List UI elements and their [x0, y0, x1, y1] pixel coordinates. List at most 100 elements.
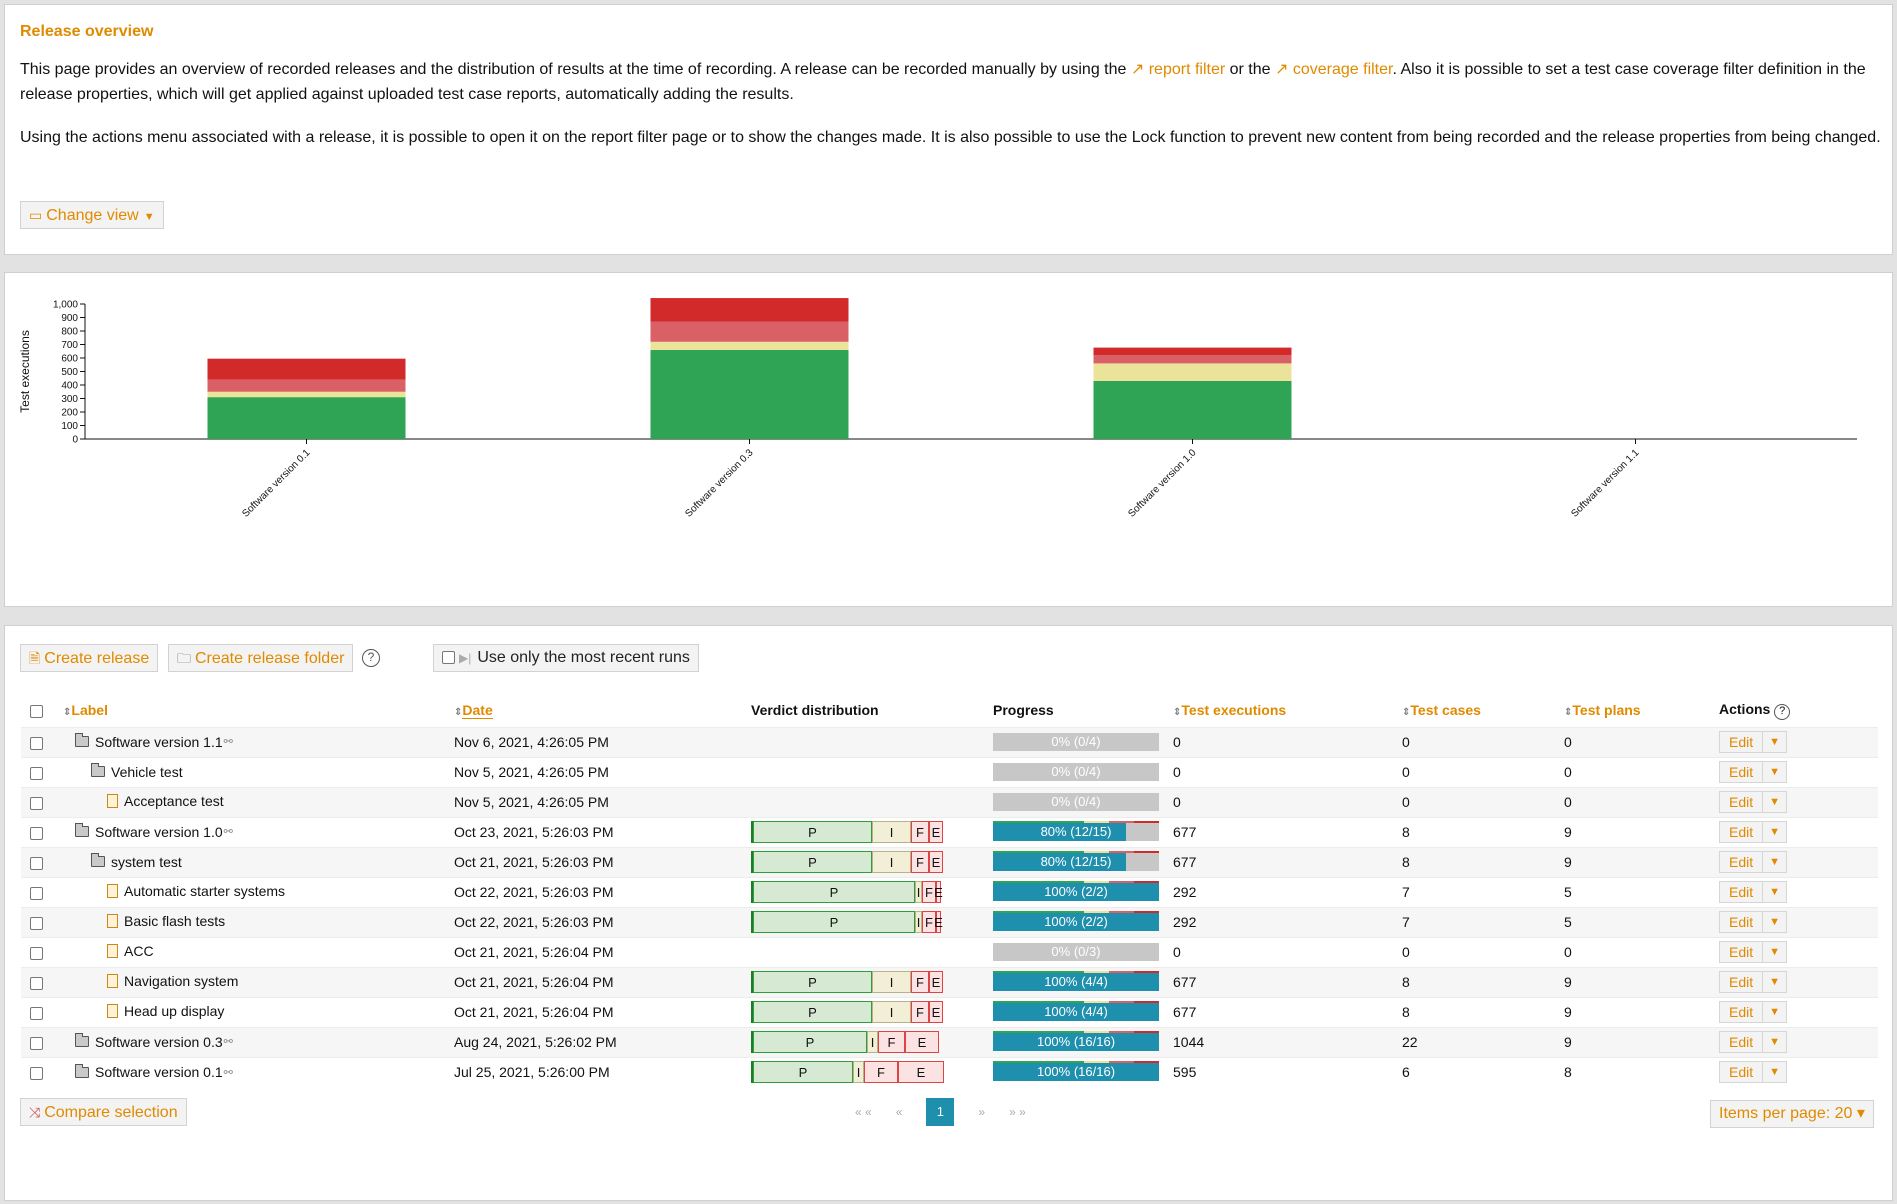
row-checkbox[interactable] — [30, 736, 43, 750]
cases-header[interactable]: ⇕Test cases — [1402, 694, 1564, 727]
executions-header[interactable]: ⇕Test executions — [1173, 694, 1402, 727]
table-row[interactable]: Navigation system Oct 21, 2021, 5:26:04 … — [21, 967, 1878, 997]
pager-prev[interactable]: « — [895, 1105, 903, 1119]
link-icon: ⚯ — [223, 826, 233, 839]
row-checkbox[interactable] — [30, 826, 43, 840]
row-label[interactable]: Vehicle test — [63, 763, 183, 780]
row-label[interactable]: Software version 1.1 ⚯ — [63, 733, 233, 750]
table-row[interactable]: system test Oct 21, 2021, 5:26:03 PM P I F… — [21, 847, 1878, 877]
edit-button[interactable]: Edit — [1720, 1002, 1764, 1022]
edit-button[interactable]: Edit — [1720, 1032, 1764, 1052]
row-label[interactable]: Head up display — [63, 1003, 224, 1019]
edit-button[interactable]: Edit — [1720, 912, 1764, 932]
edit-button[interactable]: Edit — [1720, 792, 1764, 812]
row-label[interactable]: Software version 1.0 ⚯ — [63, 823, 233, 840]
row-checkbox[interactable] — [30, 1036, 43, 1050]
table-row[interactable]: Software version 0.3 ⚯ Aug 24, 2021, 5:26… — [21, 1027, 1878, 1057]
row-label[interactable]: Acceptance test — [63, 793, 224, 809]
row-label[interactable]: ACC — [63, 943, 154, 959]
row-checkbox[interactable] — [30, 976, 43, 990]
verdict-letter: E — [931, 1004, 941, 1020]
table-row[interactable]: Acceptance test Nov 5, 2021, 4:26:05 PM … — [21, 787, 1878, 817]
row-checkbox[interactable] — [30, 886, 43, 900]
table-row[interactable]: Software version 1.0 ⚯ Oct 23, 2021, 5:26… — [21, 817, 1878, 847]
actions-dropdown-icon[interactable]: ▼ — [1769, 766, 1781, 778]
select-all-checkbox[interactable] — [30, 705, 43, 719]
edit-button[interactable]: Edit — [1720, 1062, 1764, 1083]
row-checkbox[interactable] — [30, 856, 43, 870]
row-label[interactable]: Software version 0.1 ⚯ — [63, 1063, 233, 1080]
row-checkbox[interactable] — [30, 1006, 43, 1020]
table-row[interactable]: Vehicle test Nov 5, 2021, 4:26:05 PM 0% … — [21, 757, 1878, 787]
edit-button[interactable]: Edit — [1720, 882, 1764, 902]
items-per-page-select[interactable]: Items per page: 20 ▾ — [1710, 1100, 1874, 1128]
edit-button[interactable]: Edit — [1720, 942, 1764, 962]
actions-dropdown-icon[interactable]: ▼ — [1769, 736, 1781, 748]
pager-last[interactable]: » » — [1009, 1105, 1026, 1119]
pager-current[interactable]: 1 — [926, 1098, 955, 1126]
create-folder-button[interactable]: 🗀 Create release folder — [168, 644, 354, 672]
actions-dropdown-icon[interactable]: ▼ — [1769, 826, 1781, 838]
row-checkbox[interactable] — [30, 1067, 43, 1081]
actions-dropdown-icon[interactable]: ▼ — [1769, 886, 1781, 898]
table-row[interactable]: Head up display Oct 21, 2021, 5:26:04 PM… — [21, 997, 1878, 1027]
edit-button[interactable]: Edit — [1720, 972, 1764, 992]
row-checkbox[interactable] — [30, 796, 43, 810]
row-checkbox[interactable] — [30, 946, 43, 960]
row-date: Oct 22, 2021, 5:26:03 PM — [454, 884, 614, 900]
pager-next[interactable]: » — [978, 1105, 986, 1119]
actions-dropdown-icon[interactable]: ▼ — [1769, 1036, 1781, 1048]
verdict-letter: P — [829, 914, 839, 930]
plans-header[interactable]: ⇕Test plans — [1564, 694, 1719, 727]
edit-button[interactable]: Edit — [1720, 852, 1764, 872]
actions-dropdown-icon[interactable]: ▼ — [1769, 796, 1781, 808]
report-filter-link[interactable]: ↗ report filter — [1130, 61, 1226, 78]
recent-runs-toggle[interactable]: ▶| Use only the most recent runs — [433, 644, 699, 672]
row-label[interactable]: Navigation system — [63, 973, 238, 989]
strip-inconclusive — [1084, 1031, 1110, 1033]
help-icon[interactable]: ? — [362, 649, 380, 667]
actions-dropdown-icon[interactable]: ▼ — [1769, 916, 1781, 928]
row-date: Oct 21, 2021, 5:26:04 PM — [454, 967, 751, 997]
row-label[interactable]: system test — [63, 853, 182, 870]
actions-dropdown-icon[interactable]: ▼ — [1769, 1066, 1781, 1079]
row-label[interactable]: Basic flash tests — [63, 913, 225, 929]
verdict-p: P — [753, 911, 915, 933]
row-label[interactable]: Software version 0.3 ⚯ — [63, 1033, 233, 1050]
row-checkbox[interactable] — [30, 766, 43, 780]
strip-fail — [1109, 821, 1135, 823]
table-row[interactable]: Software version 0.1 ⚯ Jul 25, 2021, 5:26… — [21, 1057, 1878, 1087]
recent-runs-checkbox[interactable] — [442, 651, 455, 665]
edit-button[interactable]: Edit — [1720, 732, 1764, 752]
actions-dropdown-icon[interactable]: ▼ — [1769, 976, 1781, 988]
help-icon[interactable]: ? — [1774, 703, 1791, 720]
pager-first[interactable]: « « — [855, 1105, 872, 1119]
table-row[interactable]: ACC Oct 21, 2021, 5:26:04 PM 0% (0/3) 0 … — [21, 937, 1878, 967]
edit-button[interactable]: Edit — [1720, 762, 1764, 782]
date-header[interactable]: ⇕Date — [454, 694, 751, 727]
table-row[interactable]: Basic flash tests Oct 22, 2021, 5:26:03 … — [21, 907, 1878, 937]
row-checkbox[interactable] — [30, 916, 43, 930]
row-plans: 9 — [1564, 824, 1572, 840]
table-row[interactable]: Software version 1.1 ⚯ Nov 6, 2021, 4:26:… — [21, 727, 1878, 757]
label-header[interactable]: ⇕Label — [63, 694, 454, 727]
actions-dropdown-icon[interactable]: ▼ — [1769, 856, 1781, 868]
strip-error — [1134, 1031, 1159, 1033]
coverage-filter-link[interactable]: ↗ coverage filter — [1275, 61, 1393, 78]
actions-dropdown-icon[interactable]: ▼ — [1769, 946, 1781, 958]
actions-dropdown-icon[interactable]: ▼ — [1769, 1006, 1781, 1018]
table-row[interactable]: Automatic starter systems Oct 22, 2021, … — [21, 877, 1878, 907]
edit-button[interactable]: Edit — [1720, 822, 1764, 842]
compare-selection-button[interactable]: ⤨ Compare selection — [20, 1098, 187, 1126]
create-release-button[interactable]: 🗎 Create release — [20, 644, 159, 672]
change-view-button[interactable]: ▭ Change view ▼ — [20, 201, 164, 229]
row-label[interactable]: Automatic starter systems — [63, 883, 285, 899]
